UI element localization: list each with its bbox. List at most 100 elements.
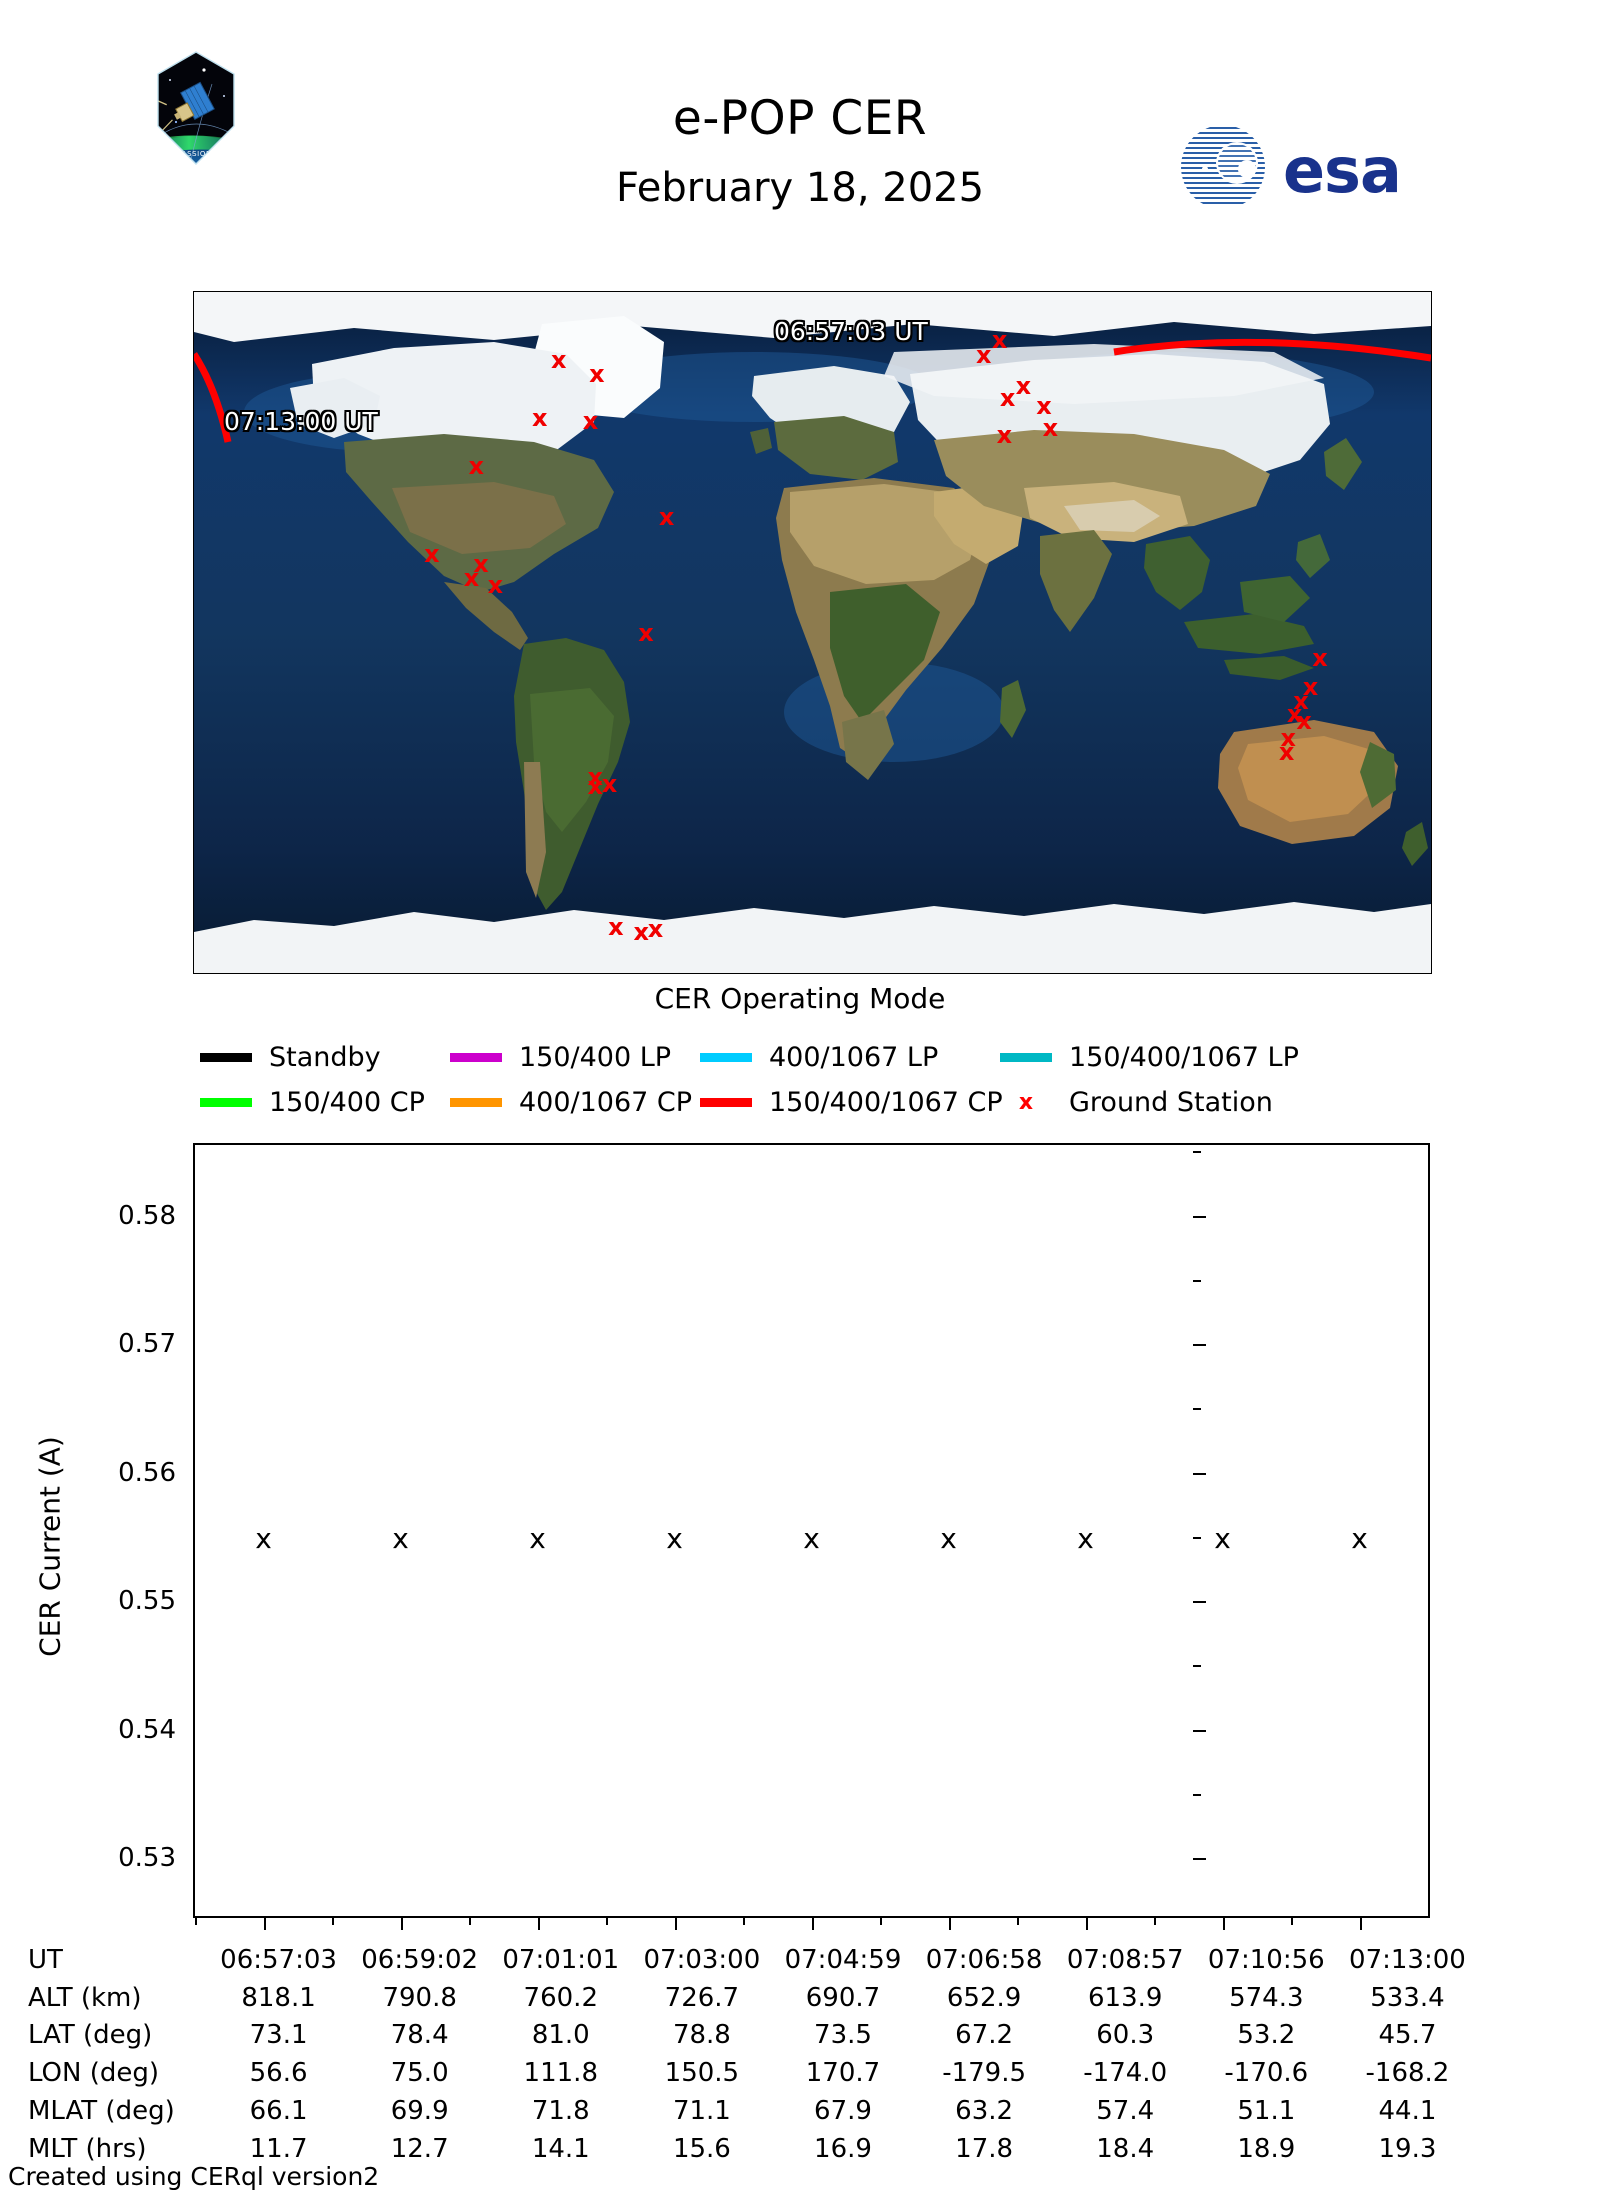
data-point-marker: x <box>1214 1522 1231 1556</box>
table-cell: 78.8 <box>672 2020 731 2051</box>
esa-logo: esa <box>1175 122 1450 207</box>
y-tick-label: 0.57 <box>118 1329 176 1360</box>
table-cell: 57.4 <box>1096 2095 1155 2126</box>
ground-station-marker: x <box>487 570 504 599</box>
ground-station-marker: x <box>468 451 485 480</box>
legend-label: Ground Station <box>1069 1087 1273 1118</box>
table-row: MLT (hrs) 11.7 12.7 14.1 15.6 16.9 17.8 18.4 18.… <box>28 2131 1478 2169</box>
table-cell: 53.2 <box>1237 2020 1296 2051</box>
ground-station-marker: x <box>1312 644 1328 673</box>
table-cell: 16.9 <box>814 2133 872 2164</box>
x-tick-major <box>811 1917 814 1930</box>
x-tick-major <box>1359 1917 1362 1930</box>
data-point-marker: x <box>1077 1522 1094 1556</box>
data-point-marker: x <box>529 1522 546 1556</box>
x-tick-major <box>537 1917 540 1930</box>
svg-text:CASSIOPE: CASSIOPE <box>176 150 216 158</box>
legend-item-400-1067-lp[interactable]: 400/1067 LP <box>700 1042 938 1073</box>
y-axis-label: CER Current (A) <box>33 1436 67 1657</box>
table-cell: 11.7 <box>249 2133 308 2164</box>
ground-station-marker: x <box>1036 392 1052 421</box>
table-cell: 12.7 <box>390 2133 449 2164</box>
data-point-marker: x <box>1351 1522 1368 1556</box>
y-tick-label: 0.58 <box>118 1200 176 1231</box>
legend-item-150-400-cp[interactable]: 150/400 CP <box>200 1087 425 1118</box>
y-tick-major <box>1193 1215 1206 1218</box>
y-tick-major <box>1193 1344 1206 1347</box>
table-cell: 07:13:00 <box>1349 1945 1466 1975</box>
ground-station-marker: x <box>647 914 664 943</box>
x-tick-major <box>1222 1917 1225 1930</box>
ground-station-marker: x <box>638 618 654 647</box>
page-title: e-POP CER <box>672 91 928 146</box>
table-cell: 19.3 <box>1378 2133 1437 2164</box>
svg-text:esa: esa <box>1283 134 1401 207</box>
table-cell: 73.5 <box>814 2020 872 2051</box>
table-cell: 07:01:01 <box>502 1945 620 1975</box>
legend-label: 150/400 CP <box>269 1087 425 1118</box>
table-cell: 790.8 <box>382 1982 457 2013</box>
table-cell: 63.2 <box>955 2095 1014 2126</box>
legend-item-400-1067-cp[interactable]: 400/1067 CP <box>450 1087 692 1118</box>
legend-row: 150/400 CP 400/1067 CP 150/400/1067 CP x Gro… <box>200 1080 1450 1125</box>
y-tick-label: 0.54 <box>118 1714 176 1745</box>
table-cell: -179.5 <box>942 2058 1027 2089</box>
legend-color-swatch <box>700 1053 752 1062</box>
y-tick-label: 0.56 <box>118 1457 176 1488</box>
x-tick-minor <box>1154 1917 1156 1925</box>
x-tick-minor <box>1017 1917 1019 1925</box>
legend-label: 150/400 LP <box>519 1042 672 1073</box>
table-cell: 07:08:57 <box>1066 1945 1184 1975</box>
ground-station-marker: x <box>999 383 1016 412</box>
ground-station-marker: x <box>1296 707 1312 736</box>
table-cell: 726.7 <box>664 1982 740 2013</box>
ground-station-marker: x <box>1286 700 1303 729</box>
legend-row: Standby 150/400 LP 400/1067 LP 150/400/1067… <box>200 1035 1450 1080</box>
legend-item-150-400-lp[interactable]: 150/400 LP <box>450 1042 671 1073</box>
legend-item-ground-station[interactable]: x Ground Station <box>1000 1087 1273 1118</box>
table-cell: 15.6 <box>672 2133 731 2164</box>
y-tick-minor <box>1193 1665 1201 1668</box>
ground-station-marker: x <box>1015 371 1032 400</box>
ground-station-marker: x <box>976 340 992 369</box>
legend-label: 400/1067 CP <box>519 1087 693 1118</box>
x-tick-major <box>948 1917 951 1930</box>
y-tick-minor <box>1193 1279 1201 1282</box>
map-time-label-start: 06:57:03 UT <box>774 317 928 346</box>
ground-station-marker: x <box>587 771 603 800</box>
legend-color-swatch <box>450 1098 502 1107</box>
legend-item-150-400-1067-cp[interactable]: 150/400/1067 CP <box>700 1087 1003 1118</box>
ground-station-legend-icon: x <box>1018 1090 1034 1115</box>
map-time-label-end: 07:13:00 UT <box>224 407 378 436</box>
data-point-marker: x <box>392 1522 409 1556</box>
data-point-marker: x <box>940 1522 957 1556</box>
table-cell: 07:10:56 <box>1207 1945 1325 1975</box>
legend-item-150-400-1067-lp[interactable]: 150/400/1067 LP <box>1000 1042 1299 1073</box>
x-tick-major <box>263 1917 266 1930</box>
table-cell: 07:04:59 <box>784 1945 902 1975</box>
legend-label: 400/1067 LP <box>769 1042 939 1073</box>
legend-item-standby[interactable]: Standby <box>200 1042 381 1073</box>
table-cell: 07:03:00 <box>643 1945 761 1975</box>
ground-station-marker: x <box>1302 672 1319 701</box>
x-tick-major <box>1085 1917 1088 1930</box>
ground-station-marker: x <box>1042 414 1059 443</box>
table-cell: 613.9 <box>1087 1982 1163 2013</box>
table-cell: 51.1 <box>1237 2095 1296 2126</box>
x-tick-minor <box>606 1917 608 1925</box>
table-row-label: LAT (deg) <box>28 2020 153 2051</box>
page-date: February 18, 2025 <box>615 165 985 211</box>
table-row-label: UT <box>28 1945 63 1975</box>
ground-station-marker: x <box>1280 724 1297 753</box>
ground-station-marker: x <box>1278 737 1295 766</box>
table-cell: 18.9 <box>1237 2133 1296 2164</box>
legend-color-swatch <box>200 1053 252 1062</box>
x-tick-minor <box>1291 1917 1293 1925</box>
legend-label: 150/400/1067 CP <box>769 1087 1003 1118</box>
ground-station-marker: x <box>996 421 1013 449</box>
table-row-label: MLT (hrs) <box>28 2133 147 2164</box>
table-cell: 150.5 <box>664 2058 740 2089</box>
ephemeris-table: UT 06:57:03 06:59:02 07:01:01 07:03:00 07:04:… <box>28 1942 1478 2168</box>
table-cell: 652.9 <box>946 1982 1022 2013</box>
